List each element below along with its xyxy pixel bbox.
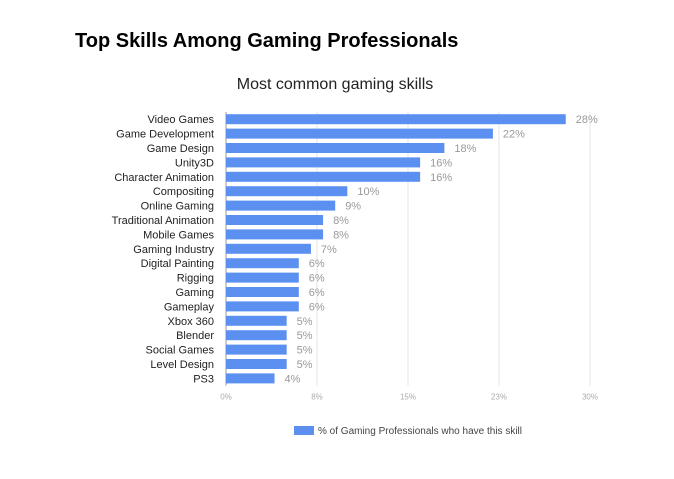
- x-tick-label: 30%: [582, 393, 598, 402]
- category-label: Xbox 360: [168, 316, 214, 328]
- data-label: 22%: [503, 129, 525, 141]
- bar: [226, 143, 445, 153]
- bar: [226, 344, 287, 355]
- bar: [226, 359, 287, 369]
- category-label: Mobile Games: [143, 229, 214, 241]
- data-label: 6%: [309, 273, 325, 285]
- x-axis-ticks: 0% 8% 15% 23% 30%: [220, 393, 598, 402]
- category-label: Game Development: [116, 129, 214, 141]
- page-heading: Top Skills Among Gaming Professionals: [75, 30, 459, 52]
- data-label: 5%: [297, 359, 313, 371]
- legend-label: % of Gaming Professionals who have this …: [318, 426, 522, 437]
- category-labels: Video Games Game Development Game Design Un…: [112, 114, 215, 385]
- chart-title: Most common gaming skills: [237, 76, 434, 93]
- bar: [226, 287, 299, 297]
- data-label: 28%: [576, 114, 598, 126]
- category-label: Character Animation: [114, 172, 214, 184]
- data-label: 4%: [285, 373, 301, 385]
- bar: [226, 128, 493, 139]
- bar: [226, 330, 287, 341]
- legend: % of Gaming Professionals who have this …: [294, 426, 522, 437]
- data-label: 5%: [297, 330, 313, 342]
- bar: [226, 315, 287, 326]
- category-label: Rigging: [177, 273, 214, 285]
- category-label: Gameplay: [164, 301, 215, 313]
- bar: [226, 258, 299, 269]
- bar: [226, 171, 421, 182]
- bar: [226, 200, 336, 211]
- data-label: 6%: [309, 287, 325, 299]
- category-label: Digital Painting: [141, 258, 214, 270]
- category-label: Game Design: [147, 143, 214, 155]
- bar: [226, 301, 299, 312]
- category-label: Blender: [176, 330, 214, 342]
- category-label: Video Games: [148, 114, 215, 126]
- data-label: 8%: [333, 229, 349, 241]
- legend-swatch: [294, 426, 314, 435]
- data-label: 5%: [297, 316, 313, 328]
- data-label: 10%: [357, 186, 379, 198]
- category-label: Compositing: [153, 186, 214, 198]
- category-label: Unity3D: [175, 157, 214, 169]
- bar: [226, 157, 421, 168]
- data-label: 16%: [430, 172, 452, 184]
- category-label: Gaming Industry: [133, 244, 214, 256]
- bar: [226, 373, 275, 384]
- bar: [226, 229, 324, 240]
- x-tick-label: 0%: [220, 393, 232, 402]
- data-label: 7%: [321, 244, 337, 256]
- bar: [226, 215, 324, 225]
- data-label: 6%: [309, 258, 325, 270]
- x-tick-label: 15%: [400, 393, 416, 402]
- category-label: Social Games: [146, 345, 215, 357]
- bar: [226, 114, 566, 125]
- category-label: PS3: [193, 373, 214, 385]
- category-label: Gaming: [175, 287, 214, 299]
- category-label: Traditional Animation: [112, 215, 214, 227]
- data-label: 6%: [309, 301, 325, 313]
- category-label: Online Gaming: [141, 201, 214, 213]
- data-label: 8%: [333, 215, 349, 227]
- bar: [226, 243, 311, 254]
- bar: [226, 186, 348, 197]
- bars: [226, 114, 566, 384]
- x-tick-label: 8%: [311, 393, 323, 402]
- bar: [226, 272, 299, 283]
- data-label: 16%: [430, 157, 452, 169]
- data-label: 5%: [297, 345, 313, 357]
- data-label: 18%: [454, 143, 476, 155]
- data-label: 9%: [345, 201, 361, 213]
- x-tick-label: 23%: [491, 393, 507, 402]
- category-label: Level Design: [150, 359, 214, 371]
- data-labels: 28%22%18%16%16%10%9%8%8%7%6%6%6%6%5%5%5%…: [285, 114, 598, 385]
